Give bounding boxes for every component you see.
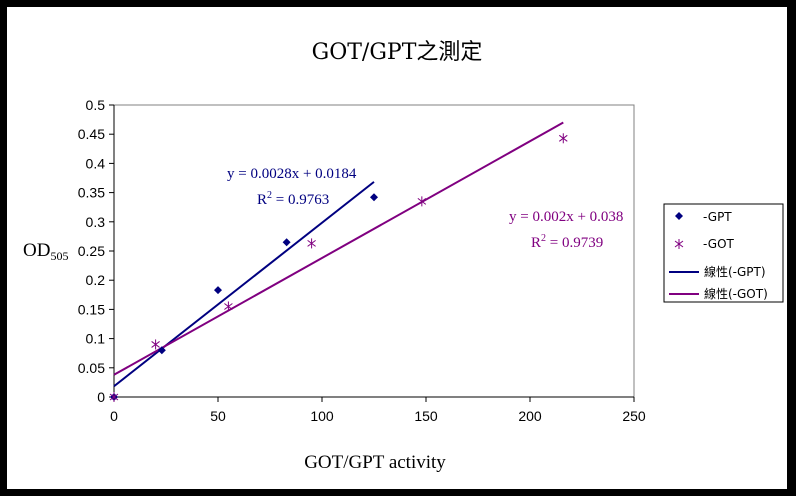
got-point [417, 196, 427, 207]
y-tick-label: 0.1 [86, 331, 106, 347]
legend-box [663, 203, 784, 303]
gpt-point [157, 346, 166, 355]
legend: -GPT -GOT 線性(-GPT) 線性(-GOT) [663, 203, 784, 303]
legend-label-got-trend: 線性(-GOT) [704, 286, 768, 301]
trendlines [113, 121, 564, 388]
gpt-point [214, 286, 222, 295]
x-tick-label: 0 [110, 408, 118, 424]
y-axis-title: OD505 [23, 240, 68, 263]
got-equation: y = 0.002x + 0.038 [509, 209, 623, 225]
y-tick-label: 0.4 [86, 155, 106, 171]
legend-label-gpt: -GPT [703, 210, 732, 224]
y-axis-title-main: OD [23, 240, 50, 261]
y-tick-label: 0.25 [78, 243, 105, 259]
y-axis-title-sub: 505 [50, 249, 68, 263]
x-tick-label: 250 [622, 408, 646, 424]
gpt-equation: y = 0.0028x + 0.0184 [227, 166, 357, 182]
legend-item-gpt: -GPT [675, 210, 732, 224]
trendline-got [113, 121, 564, 376]
got-r2: R2 = 0.9739 [531, 233, 603, 251]
gpt-point [282, 238, 291, 247]
y-tick-label: 0.3 [86, 214, 106, 230]
legend-item-got-trend: 線性(-GOT) [669, 286, 768, 301]
trendline-gpt [113, 181, 375, 388]
x-tick-label: 100 [310, 408, 334, 424]
x-tick-label: 200 [518, 408, 542, 424]
plot-area [113, 104, 635, 398]
chart-frame: GOT/GPT之測定 0 0.05 0.1 0.15 0.2 0.25 0.3 0.35 0.4… [6, 6, 788, 490]
legend-item-got [674, 239, 684, 249]
x-axis-ticks: 0 50 100 150 200 250 [110, 396, 646, 424]
got-point [558, 133, 568, 144]
y-tick-label: 0.15 [78, 301, 105, 317]
legend-label-gpt-trend: 線性(-GPT) [704, 264, 766, 279]
x-tick-label: 150 [414, 408, 438, 424]
got-point [307, 238, 316, 249]
y-tick-label: 0.05 [78, 360, 105, 376]
x-tick-label: 50 [210, 408, 226, 424]
y-tick-label: 0.5 [86, 97, 106, 113]
legend-diamond-icon [675, 212, 683, 220]
legend-label-got: -GOT [703, 237, 735, 251]
y-axis-ticks: 0 0.05 0.1 0.15 0.2 0.25 0.3 0.35 0.4 0.45 0.5 [78, 97, 115, 405]
data-points [109, 133, 568, 402]
y-tick-label: 0 [97, 389, 105, 405]
gpt-r2: R2 = 0.9763 [257, 190, 329, 208]
y-tick-label: 0.35 [78, 185, 105, 201]
y-tick-label: 0.45 [78, 126, 105, 142]
got-point [151, 339, 160, 350]
chart-title: GOT/GPT之測定 [312, 40, 483, 65]
gpt-point [370, 193, 378, 202]
got-point [224, 301, 233, 312]
x-axis-title: GOT/GPT activity [304, 452, 446, 473]
y-tick-label: 0.2 [86, 272, 106, 288]
got-point [109, 392, 119, 402]
legend-item-gpt-trend: 線性(-GPT) [669, 264, 766, 279]
chart-svg: GOT/GPT之測定 0 0.05 0.1 0.15 0.2 0.25 0.3 0.35 0.4… [23, 40, 784, 473]
